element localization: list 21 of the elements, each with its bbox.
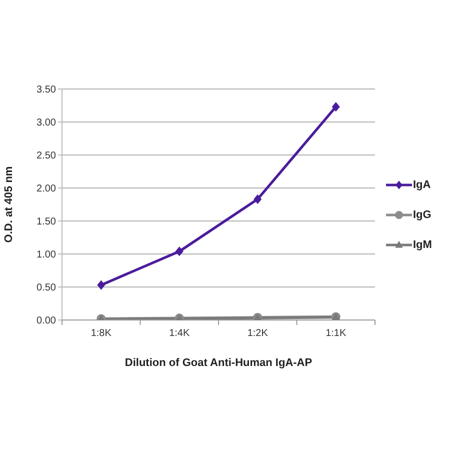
point	[332, 102, 340, 112]
point	[254, 194, 262, 204]
legend-label: IgM	[413, 238, 432, 250]
y-tick-label: 1.50	[36, 216, 56, 228]
x-tick-label: 1:2K	[247, 328, 268, 339]
x-tick-label: 1:4K	[169, 328, 190, 339]
y-tick-label: 3.50	[36, 84, 56, 96]
x-axis-title: Dilution of Goat Anti-Human IgA-AP	[124, 356, 312, 369]
x-tick-label: 1:8K	[90, 328, 112, 339]
x-tick-label: 1:1K	[326, 328, 346, 339]
legend-label: IgG	[413, 208, 432, 220]
point	[175, 246, 184, 256]
y-tick-label: 2.00	[36, 184, 56, 195]
y-tick-label: 0.00	[36, 316, 56, 327]
y-axis-title: O.D. at 405 nm	[2, 166, 15, 243]
legend-label: IgA	[413, 178, 431, 190]
y-tick-label: 3.00	[36, 118, 56, 129]
point	[97, 280, 106, 290]
y-tick-label: 1.00	[36, 250, 56, 261]
y-tick-label: 0.50	[36, 282, 56, 294]
y-tick-label: 2.50	[36, 150, 56, 162]
